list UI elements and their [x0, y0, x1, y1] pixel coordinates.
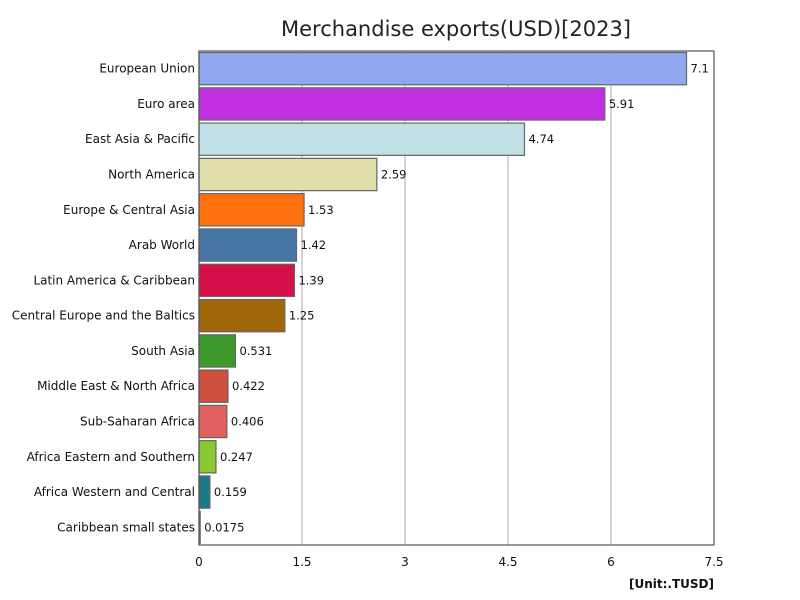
value-label: 1.42: [301, 238, 327, 252]
bar: [198, 440, 217, 474]
category-label: Sub-Saharan Africa: [80, 415, 195, 429]
value-label: 4.74: [528, 132, 554, 146]
bar: [198, 193, 305, 227]
bar: [198, 404, 228, 439]
bars-group: [198, 51, 688, 545]
x-tick-labels: 0 1.5 3 4.5 6 7.5: [195, 555, 723, 569]
value-label: 0.422: [232, 379, 265, 393]
plot-frame: [198, 50, 715, 546]
bar: [198, 51, 688, 86]
value-label: 1.53: [308, 203, 334, 217]
bar: [198, 228, 298, 262]
x-tick-label: 0: [195, 555, 203, 569]
category-labels: European Union Euro area East Asia & Pacif…: [12, 62, 195, 535]
bar: [198, 369, 229, 403]
value-label: 0.406: [231, 415, 264, 429]
bar: [198, 334, 237, 368]
category-label: East Asia & Pacific: [85, 132, 195, 146]
category-label: Latin America & Caribbean: [33, 273, 195, 287]
category-label: Middle East & North Africa: [37, 379, 195, 393]
category-label: South Asia: [131, 344, 195, 358]
category-label: Central Europe and the Baltics: [12, 309, 195, 323]
x-tick-label: 4.5: [498, 555, 517, 569]
unit-label: [Unit:.TUSD]: [629, 577, 714, 591]
value-label: 0.531: [239, 344, 272, 358]
category-label: North America: [108, 168, 195, 182]
x-tick-label: 1.5: [292, 555, 311, 569]
value-labels: 7.1 5.91 4.74 2.59 1.53 1.42 1.39 1.25 0.531 0.42…: [204, 62, 709, 535]
value-label: 7.1: [691, 62, 709, 76]
bar: [198, 263, 296, 298]
value-label: 0.247: [220, 450, 253, 464]
value-label: 0.159: [214, 485, 247, 499]
value-label: 1.39: [298, 273, 324, 287]
bar: [198, 122, 526, 156]
category-label: Euro area: [137, 97, 195, 111]
bar: [198, 87, 606, 121]
category-label: European Union: [99, 62, 195, 76]
value-label: 1.25: [289, 309, 315, 323]
value-label: 0.0175: [204, 520, 244, 534]
x-tick-label: 6: [607, 555, 615, 569]
x-tick-label: 7.5: [704, 555, 723, 569]
chart-title: Merchandise exports(USD)[2023]: [281, 17, 631, 41]
category-label: Caribbean small states: [57, 520, 195, 534]
bar: [198, 157, 378, 192]
category-label: Europe & Central Asia: [63, 203, 195, 217]
category-label: Arab World: [129, 238, 195, 252]
bar: [198, 298, 286, 333]
value-label: 2.59: [381, 168, 407, 182]
category-label: Africa Western and Central: [34, 485, 195, 499]
value-label: 5.91: [609, 97, 635, 111]
category-label: Africa Eastern and Southern: [27, 450, 195, 464]
bar: [198, 475, 211, 509]
x-tick-label: 3: [401, 555, 409, 569]
